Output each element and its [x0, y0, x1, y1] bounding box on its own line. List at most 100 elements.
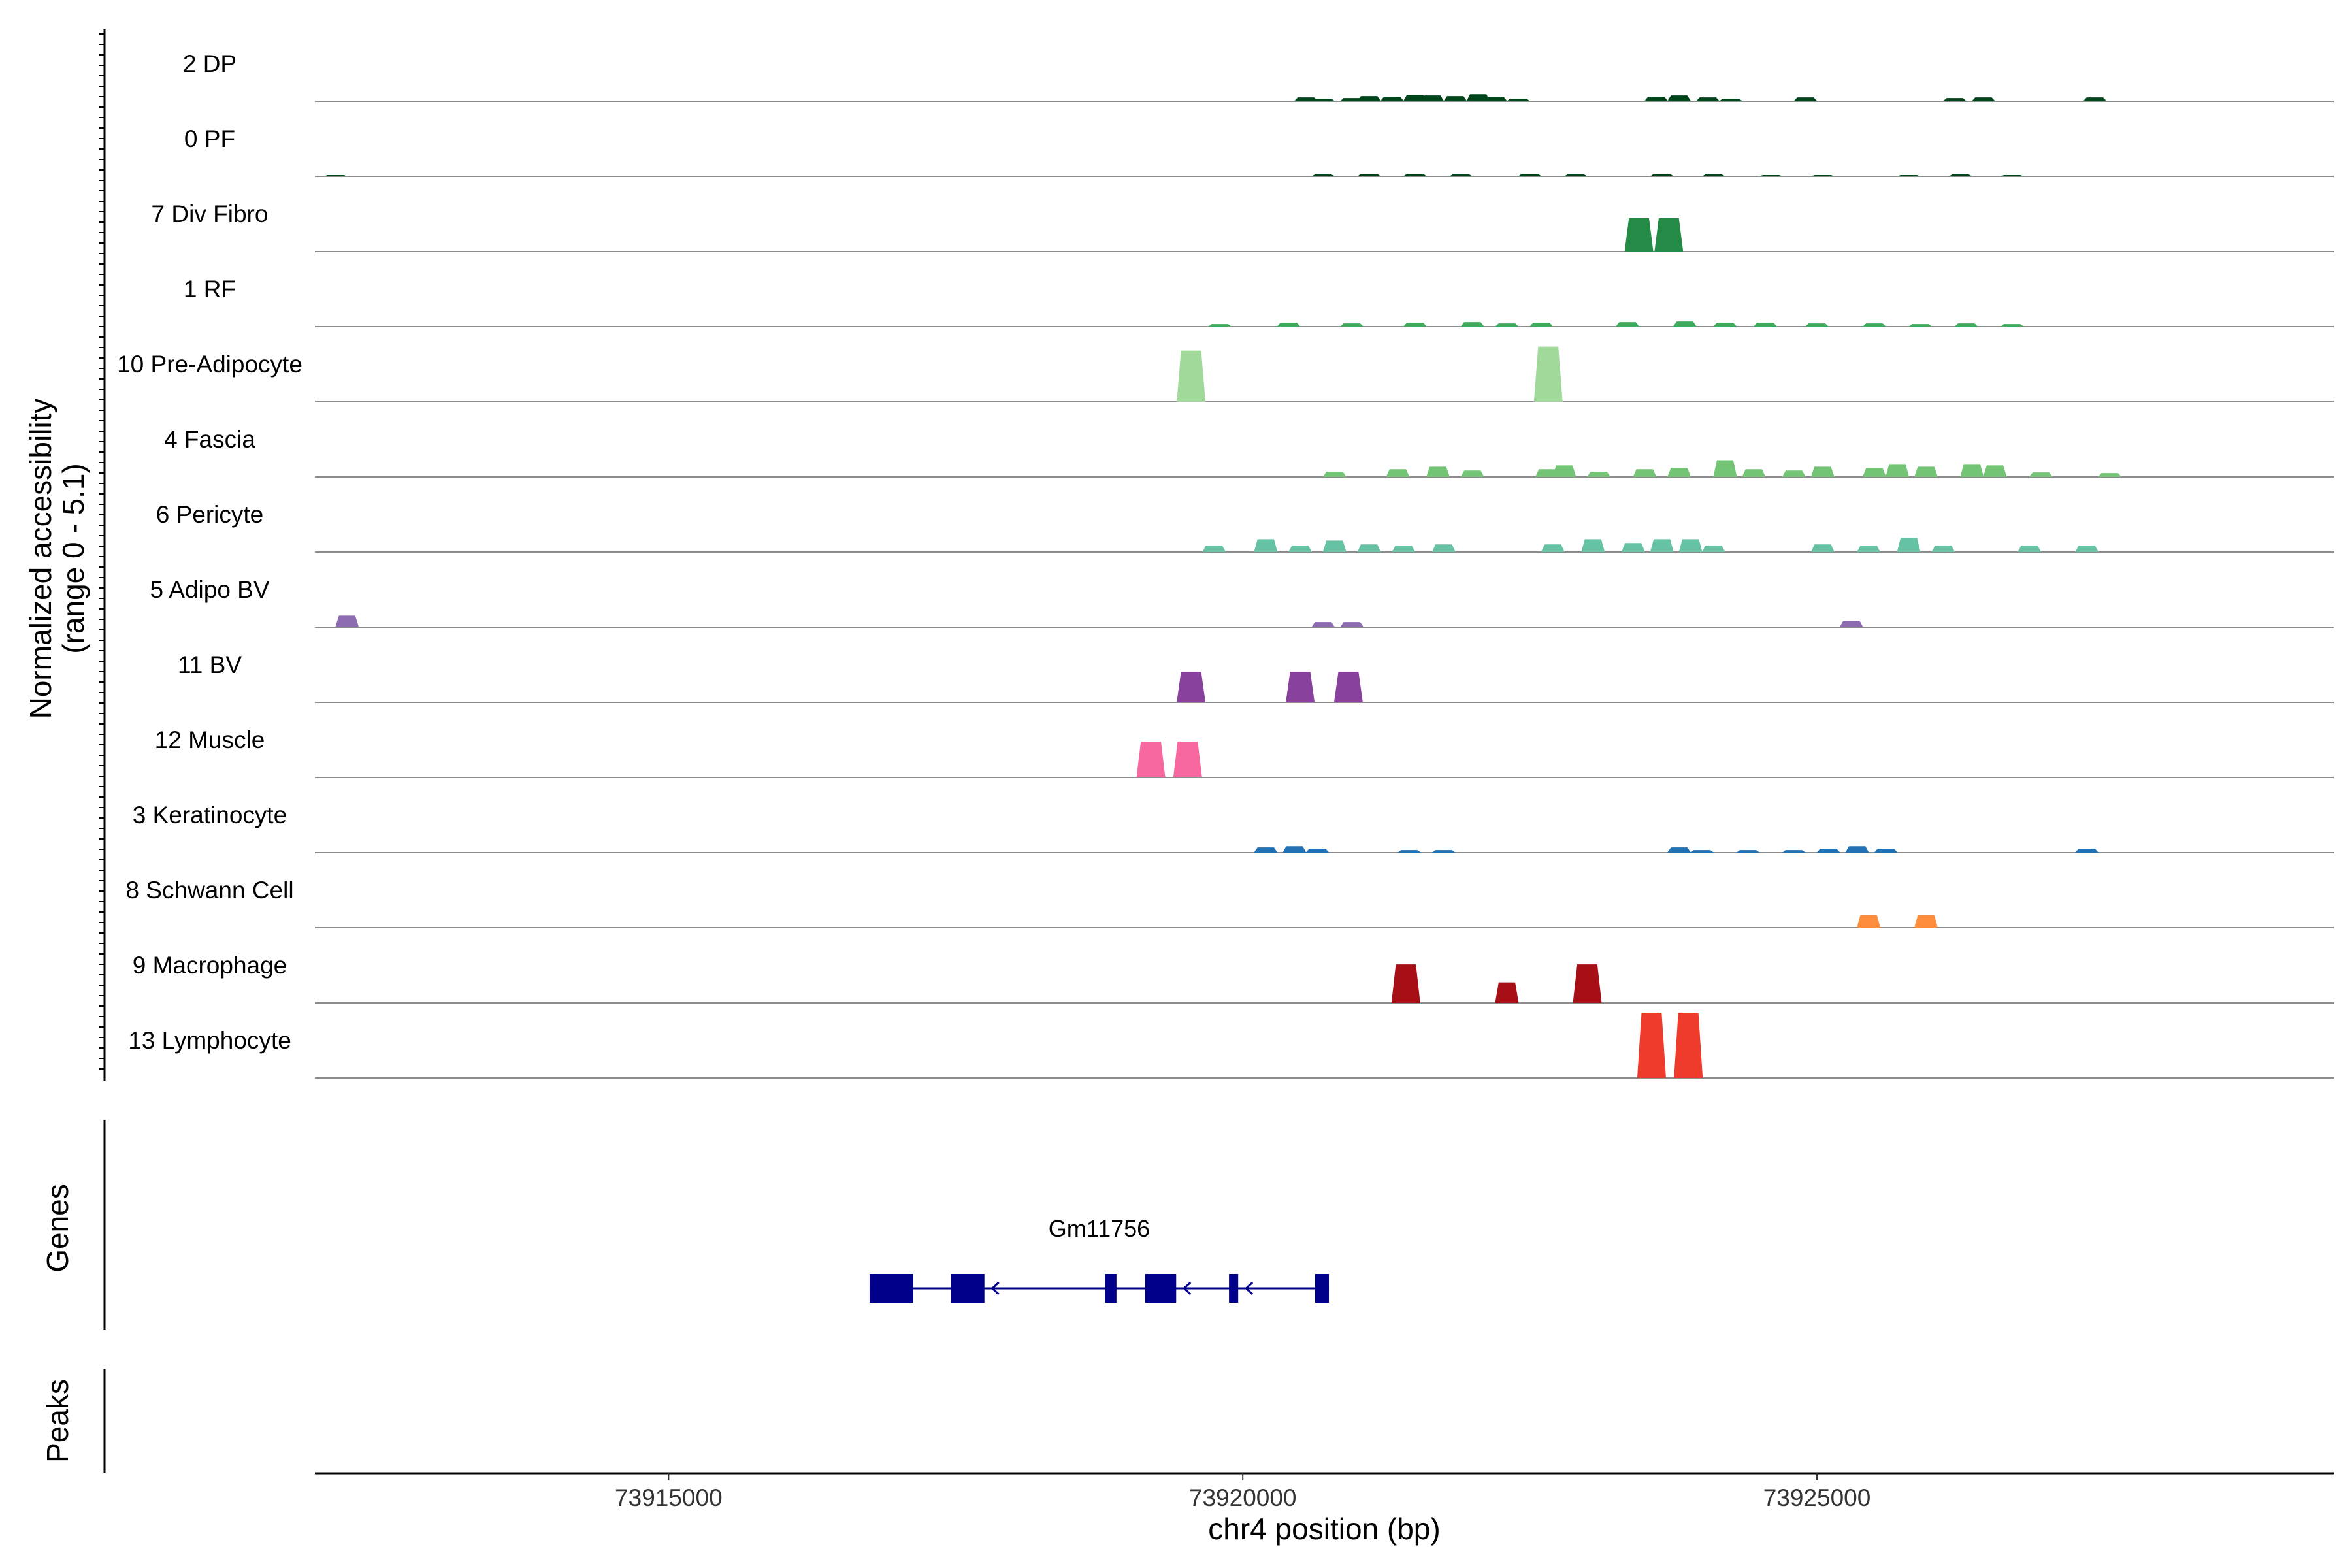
coverage-peak: [1633, 469, 1657, 477]
track-label: 7 Div Fibro: [152, 201, 269, 227]
coverage-peak: [1839, 621, 1863, 627]
coverage-peak: [1431, 544, 1456, 552]
coverage-peak: [1322, 472, 1347, 477]
coverage-peak: [1862, 468, 1886, 477]
track-14: 13 Lymphocyte: [128, 1013, 2334, 1079]
coverage-peak: [335, 615, 359, 627]
coverage-peak: [1886, 464, 1910, 477]
coverage-peak: [1942, 98, 1967, 101]
coverage-peak: [1650, 174, 1674, 176]
peaks-panel-title: Peaks: [41, 1379, 74, 1463]
coverage-peak: [1667, 847, 1691, 853]
coverage-peak: [1177, 671, 1206, 702]
coverage-peak: [1431, 850, 1456, 853]
coverage-peak: [1736, 850, 1760, 853]
coverage-peak: [1914, 915, 1938, 928]
coverage-peak: [1386, 469, 1410, 477]
track-8: 5 Adipo BV: [150, 576, 2334, 628]
track-label: 12 Muscle: [155, 727, 265, 753]
coverage-peak: [1678, 539, 1703, 552]
coverage-peak: [1742, 469, 1766, 477]
track-label: 0 PF: [184, 125, 235, 152]
coverage-peak: [1637, 1013, 1666, 1078]
coverage-peak: [2075, 546, 2099, 552]
coverage-peak: [1782, 470, 1806, 477]
coverage-peak: [1908, 324, 1933, 327]
coverage-peak: [1954, 323, 1978, 327]
coverage-peak: [1443, 96, 1467, 101]
coverage-peak: [1535, 469, 1559, 477]
coverage-peak: [1507, 99, 1531, 101]
track-13: 9 Macrophage: [133, 952, 2334, 1004]
track-label: 5 Adipo BV: [150, 576, 269, 603]
coverage-peak: [1288, 546, 1313, 552]
coverage-peak: [2000, 175, 2024, 176]
coverage-peak: [1759, 175, 1783, 176]
coverage-peak: [1644, 97, 1668, 101]
track-label: 13 Lymphocyte: [128, 1027, 291, 1054]
track-4: 1 RF: [184, 276, 2334, 327]
coverage-peak: [1960, 464, 1984, 477]
coverage-peak: [1696, 97, 1720, 101]
coverage-peak: [2075, 849, 2099, 853]
coverage-peak: [1529, 323, 1554, 327]
track-label: 1 RF: [184, 276, 236, 302]
coverage-peak: [1654, 218, 1684, 252]
track-1: 2 DP: [183, 50, 2334, 102]
coverage-peak: [1136, 742, 1166, 777]
coverage-peak: [1874, 849, 1898, 853]
gene-name-label: Gm11756: [1049, 1215, 1150, 1242]
coverage-peak: [1624, 218, 1654, 252]
coverage-peak: [1495, 323, 1519, 327]
coverage-peak: [1403, 95, 1427, 101]
coverage-peak: [1914, 466, 1938, 477]
coverage-peak: [1518, 174, 1542, 176]
coverage-peak: [1650, 539, 1674, 552]
gene-exon: [1105, 1274, 1117, 1303]
track-label: 3 Keratinocyte: [133, 802, 287, 828]
coverage-peak: [1173, 742, 1202, 777]
gene-exon: [869, 1274, 913, 1303]
strand-arrow: [990, 1281, 1000, 1296]
coverage-peak: [1701, 546, 1725, 552]
strand-arrow: [1244, 1281, 1254, 1296]
coverage-peak: [1357, 96, 1381, 101]
coverage-peak: [1311, 99, 1335, 101]
coverage-peak: [2098, 473, 2122, 477]
coverage-peak: [1816, 849, 1840, 853]
coverage-peak: [1667, 468, 1691, 477]
coverage-peak: [1573, 964, 1602, 1003]
coverage-peak: [1254, 847, 1278, 853]
coverage-peak: [1857, 546, 1881, 552]
track-label: 2 DP: [183, 50, 237, 77]
coverage-peak: [1460, 322, 1484, 327]
track-label: 10 Pre-Adipocyte: [117, 351, 302, 378]
track-10: 12 Muscle: [155, 727, 2334, 778]
coverage-peak: [1857, 915, 1881, 928]
coverage-peak: [1793, 97, 1818, 101]
coverage-peak: [1202, 546, 1226, 552]
track-7: 6 Pericyte: [156, 501, 2334, 553]
coverage-peak: [1810, 466, 1835, 477]
coverage-peak: [1277, 323, 1301, 327]
coverage-peak: [1177, 350, 1206, 402]
coverage-peak: [1983, 465, 2007, 477]
coverage-peak: [1701, 174, 1725, 176]
track-2: 0 PF: [184, 125, 2334, 177]
coverage-peak: [1690, 850, 1714, 853]
coverage-peak: [1563, 174, 1588, 176]
coverage-peak: [1340, 323, 1364, 327]
left-axis-rules: [99, 29, 106, 1473]
track-11: 3 Keratinocyte: [133, 802, 2334, 853]
coverage-peak: [1311, 174, 1335, 176]
track-label: 4 Fascia: [164, 426, 255, 453]
genes-panel-title: Genes: [41, 1184, 74, 1273]
coverage-peak: [1282, 846, 1307, 853]
coverage-peak: [1713, 323, 1737, 327]
coverage-peak: [1753, 323, 1777, 327]
track-label: 11 BV: [178, 651, 242, 678]
coverage-peak: [1897, 538, 1921, 552]
x-tick-label: 73920000: [1189, 1484, 1297, 1511]
coverage-peak: [1311, 622, 1335, 627]
